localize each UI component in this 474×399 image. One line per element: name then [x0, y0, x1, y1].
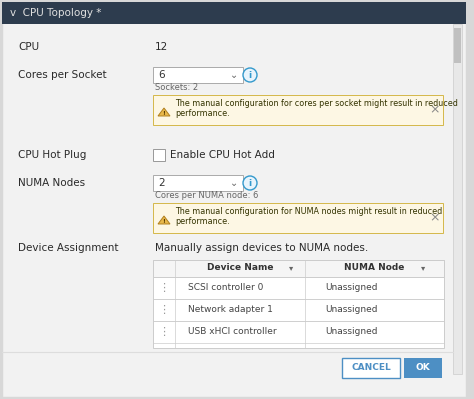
Text: SCSI controller 0: SCSI controller 0: [188, 284, 264, 292]
Bar: [153, 260, 444, 348]
Bar: [153, 175, 243, 191]
Text: Manually assign devices to NUMA nodes.: Manually assign devices to NUMA nodes.: [155, 243, 368, 253]
Text: Sockets: 2: Sockets: 2: [155, 83, 198, 91]
Bar: [404, 358, 442, 378]
Text: ▾: ▾: [289, 263, 293, 273]
Text: NUMA Nodes: NUMA Nodes: [18, 178, 85, 188]
Text: Cores per NUMA node: 6: Cores per NUMA node: 6: [155, 190, 258, 200]
Text: Unassigned: Unassigned: [325, 306, 377, 314]
Text: The manual configuration for cores per socket might result in reduced: The manual configuration for cores per s…: [175, 99, 458, 109]
Text: Cores per Socket: Cores per Socket: [18, 70, 107, 80]
Text: 6: 6: [158, 70, 164, 80]
Bar: [2, 2, 466, 24]
Text: ▾: ▾: [421, 263, 425, 273]
Circle shape: [243, 176, 257, 190]
Bar: [153, 149, 165, 161]
Text: ⌄: ⌄: [230, 70, 238, 80]
Text: CPU Hot Plug: CPU Hot Plug: [18, 150, 86, 160]
Text: Device Assignment: Device Assignment: [18, 243, 118, 253]
Text: Unassigned: Unassigned: [325, 284, 377, 292]
Bar: [342, 358, 400, 378]
Bar: [453, 24, 462, 374]
Text: CPU: CPU: [18, 42, 39, 52]
Text: v  CPU Topology *: v CPU Topology *: [10, 8, 101, 18]
Text: Enable CPU Hot Add: Enable CPU Hot Add: [170, 150, 275, 160]
Text: NUMA Node: NUMA Node: [344, 263, 404, 273]
Text: ⋮: ⋮: [158, 327, 170, 337]
Text: OK: OK: [416, 363, 430, 373]
Circle shape: [243, 68, 257, 82]
Text: performance.: performance.: [175, 217, 229, 227]
Text: CANCEL: CANCEL: [351, 363, 391, 373]
Text: The manual configuration for NUMA nodes might result in reduced: The manual configuration for NUMA nodes …: [175, 207, 442, 217]
Text: ⋮: ⋮: [158, 283, 170, 293]
Text: 12: 12: [155, 42, 168, 52]
Text: ⋮: ⋮: [158, 305, 170, 315]
Text: Network adapter 1: Network adapter 1: [188, 306, 273, 314]
Bar: [153, 95, 443, 125]
Polygon shape: [158, 108, 170, 116]
Bar: [153, 260, 444, 277]
Bar: [454, 28, 461, 63]
Polygon shape: [158, 216, 170, 224]
Text: ×: ×: [430, 211, 440, 225]
Bar: [153, 67, 243, 83]
Text: 2: 2: [158, 178, 164, 188]
Bar: [153, 203, 443, 233]
Text: Unassigned: Unassigned: [325, 328, 377, 336]
Text: Device Name: Device Name: [207, 263, 273, 273]
Text: USB xHCI controller: USB xHCI controller: [188, 328, 277, 336]
Text: i: i: [248, 71, 252, 79]
Text: !: !: [163, 219, 165, 224]
Text: ×: ×: [430, 103, 440, 117]
Text: performance.: performance.: [175, 109, 229, 119]
Text: ⌄: ⌄: [230, 178, 238, 188]
Text: i: i: [248, 178, 252, 188]
Text: !: !: [163, 111, 165, 116]
